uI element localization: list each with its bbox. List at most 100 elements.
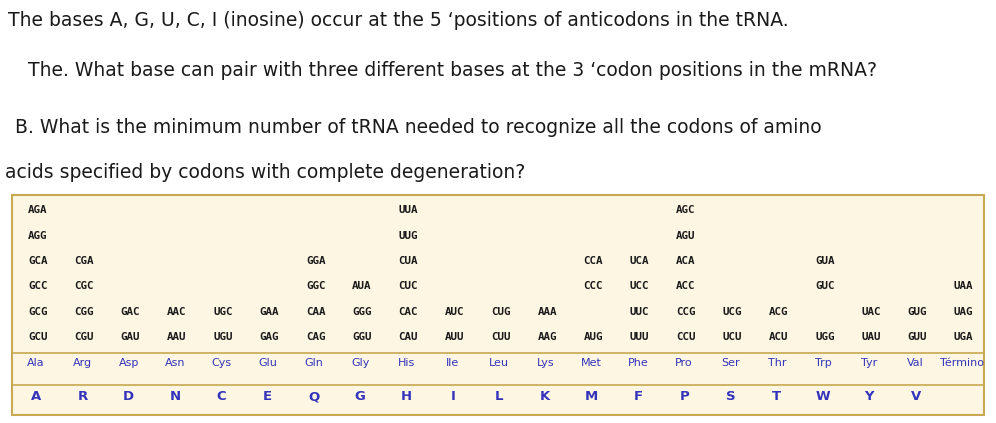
Text: AUC: AUC xyxy=(445,307,464,317)
Text: Q: Q xyxy=(308,390,320,403)
Text: Ala: Ala xyxy=(27,358,45,368)
Text: AGG: AGG xyxy=(28,231,48,241)
Text: Gln: Gln xyxy=(305,358,324,368)
Text: UAA: UAA xyxy=(954,281,973,291)
Text: Val: Val xyxy=(907,358,924,368)
Text: Phe: Phe xyxy=(627,358,648,368)
Text: M: M xyxy=(585,390,599,403)
Text: CUG: CUG xyxy=(491,307,511,317)
Text: P: P xyxy=(679,390,689,403)
Text: AAU: AAU xyxy=(167,332,186,342)
Text: Gly: Gly xyxy=(351,358,370,368)
Text: CCG: CCG xyxy=(676,307,696,317)
Text: UUG: UUG xyxy=(398,231,418,241)
Text: Thr: Thr xyxy=(768,358,786,368)
Text: GAA: GAA xyxy=(260,307,279,317)
Text: CUA: CUA xyxy=(398,256,418,266)
Text: K: K xyxy=(540,390,551,403)
Text: AAA: AAA xyxy=(538,307,557,317)
Text: I: I xyxy=(450,390,455,403)
Text: Leu: Leu xyxy=(489,358,509,368)
Text: Asp: Asp xyxy=(119,358,138,368)
Text: CAA: CAA xyxy=(306,307,326,317)
Text: Y: Y xyxy=(865,390,874,403)
Text: GUC: GUC xyxy=(815,281,835,291)
Text: ACC: ACC xyxy=(676,281,696,291)
Text: GAG: GAG xyxy=(260,332,279,342)
Text: ACG: ACG xyxy=(769,307,788,317)
Text: UAC: UAC xyxy=(862,307,880,317)
Text: UGA: UGA xyxy=(954,332,973,342)
Text: CUU: CUU xyxy=(491,332,511,342)
Text: UAU: UAU xyxy=(862,332,880,342)
Text: N: N xyxy=(169,390,180,403)
Text: CAC: CAC xyxy=(398,307,418,317)
Text: GUU: GUU xyxy=(907,332,927,342)
Text: CCA: CCA xyxy=(584,256,604,266)
Text: UGU: UGU xyxy=(213,332,233,342)
Text: V: V xyxy=(910,390,920,403)
Text: CGC: CGC xyxy=(75,281,94,291)
FancyBboxPatch shape xyxy=(12,195,984,415)
Text: Término: Término xyxy=(940,358,984,368)
Text: AAC: AAC xyxy=(167,307,186,317)
Text: H: H xyxy=(400,390,412,403)
Text: W: W xyxy=(816,390,831,403)
Text: His: His xyxy=(397,358,415,368)
Text: Trp: Trp xyxy=(815,358,832,368)
Text: CUC: CUC xyxy=(398,281,418,291)
Text: GGC: GGC xyxy=(306,281,326,291)
Text: T: T xyxy=(772,390,781,403)
Text: CCU: CCU xyxy=(676,332,696,342)
Text: Ile: Ile xyxy=(446,358,459,368)
Text: B. What is the minimum number of tRNA needed to recognize all the codons of amin: B. What is the minimum number of tRNA ne… xyxy=(15,118,822,137)
Text: CAG: CAG xyxy=(306,332,326,342)
Text: UUA: UUA xyxy=(398,205,418,215)
Text: AGU: AGU xyxy=(676,231,696,241)
Text: CGA: CGA xyxy=(75,256,94,266)
Text: AUG: AUG xyxy=(584,332,604,342)
Text: AGC: AGC xyxy=(676,205,696,215)
Text: acids specified by codons with complete degeneration?: acids specified by codons with complete … xyxy=(5,163,525,182)
Text: AAG: AAG xyxy=(538,332,557,342)
Text: The. What base can pair with three different bases at the 3 ‘codon positions in : The. What base can pair with three diffe… xyxy=(28,61,876,80)
Text: F: F xyxy=(633,390,642,403)
Text: AGA: AGA xyxy=(28,205,48,215)
Text: GGU: GGU xyxy=(353,332,372,342)
Text: UCG: UCG xyxy=(722,307,742,317)
Text: UAG: UAG xyxy=(954,307,973,317)
Text: ACA: ACA xyxy=(676,256,696,266)
Text: Arg: Arg xyxy=(73,358,92,368)
Text: The bases A, G, U, C, I (inosine) occur at the 5 ‘positions of anticodons in the: The bases A, G, U, C, I (inosine) occur … xyxy=(8,11,789,30)
Text: ACU: ACU xyxy=(769,332,788,342)
Text: UUU: UUU xyxy=(629,332,649,342)
Text: Cys: Cys xyxy=(211,358,231,368)
Text: GCG: GCG xyxy=(28,307,48,317)
Text: GAC: GAC xyxy=(121,307,140,317)
Text: UUC: UUC xyxy=(629,307,649,317)
Text: E: E xyxy=(263,390,272,403)
Text: GUA: GUA xyxy=(815,256,835,266)
Text: Lys: Lys xyxy=(537,358,554,368)
Text: AUU: AUU xyxy=(445,332,464,342)
Text: C: C xyxy=(216,390,226,403)
Text: Glu: Glu xyxy=(258,358,277,368)
Text: S: S xyxy=(726,390,735,403)
Text: UCA: UCA xyxy=(629,256,649,266)
Text: CGU: CGU xyxy=(75,332,94,342)
Text: GGA: GGA xyxy=(306,256,326,266)
Text: AUA: AUA xyxy=(353,281,372,291)
Text: CCC: CCC xyxy=(584,281,604,291)
Text: A: A xyxy=(31,390,41,403)
Text: G: G xyxy=(355,390,366,403)
Text: CGG: CGG xyxy=(75,307,94,317)
Text: UCU: UCU xyxy=(722,332,742,342)
Text: UCC: UCC xyxy=(629,281,649,291)
Text: Ser: Ser xyxy=(721,358,740,368)
Text: R: R xyxy=(78,390,88,403)
Text: Asn: Asn xyxy=(164,358,185,368)
Text: Tyr: Tyr xyxy=(862,358,877,368)
Text: GCC: GCC xyxy=(28,281,48,291)
Text: GGG: GGG xyxy=(353,307,372,317)
Text: UGG: UGG xyxy=(815,332,835,342)
